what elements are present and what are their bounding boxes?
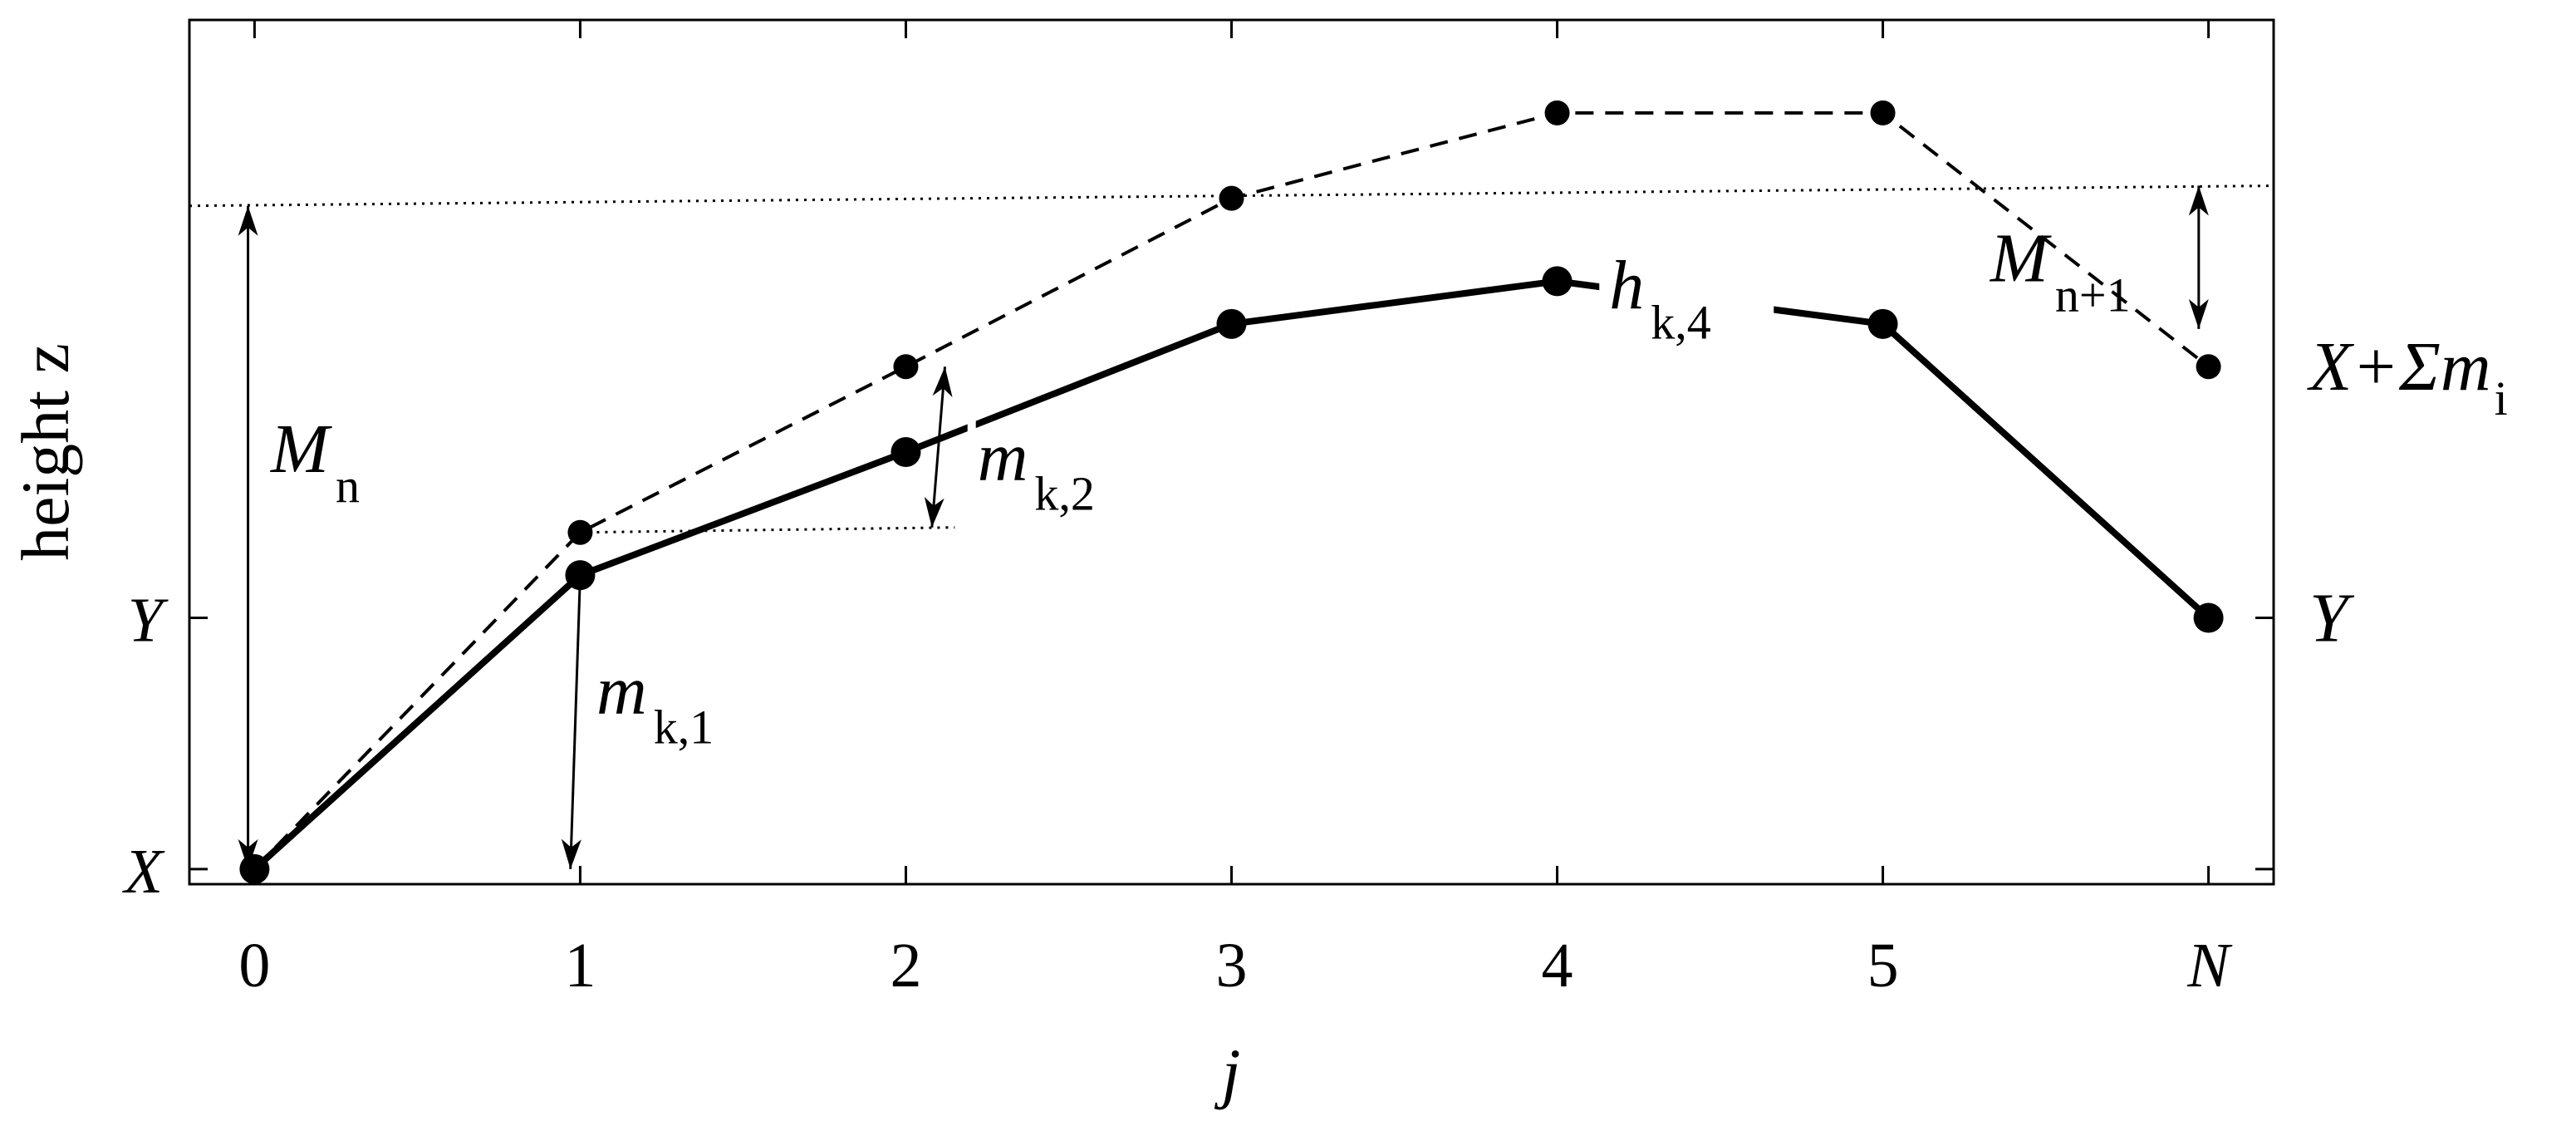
arrows-layer: [238, 185, 2209, 869]
y-axis-title: height z: [7, 343, 83, 561]
arrow-m-k2-head-start: [932, 366, 953, 398]
x-tick-label-5: 5: [1867, 931, 1899, 1001]
y-tick-label-1: Y: [128, 586, 169, 656]
annotation-m_k2: m k,2: [978, 418, 1095, 520]
right-label-main-0: X+Σm: [2307, 328, 2491, 406]
point-solid-3: [1216, 308, 1247, 339]
x-tick-label-1: 1: [564, 931, 596, 1001]
point-dashed-1: [567, 519, 593, 545]
point-dashed-6: [2196, 354, 2221, 380]
x-tick-label-4: 4: [1542, 931, 1573, 1001]
series-line-solid: [252, 278, 2211, 872]
label-knockout-m_k2: [967, 413, 976, 505]
point-dashed-4: [1544, 100, 1570, 125]
arrow-m-k1-head-end: [561, 838, 581, 869]
point-dashed-2: [893, 354, 919, 380]
right-label-1: Y: [2309, 580, 2355, 657]
annotation-M_n-sub: n: [336, 459, 360, 513]
plot-frame: [188, 18, 2275, 886]
x-tick-label-6: N: [2186, 931, 2233, 1001]
arrow-m-k2-shaft: [930, 366, 947, 528]
x-tick-label-2: 2: [890, 931, 921, 1001]
point-solid-5: [1867, 308, 1898, 339]
ticks-layer: [189, 20, 2274, 884]
point-dashed-3: [1219, 185, 1244, 211]
data-points-layer: [239, 100, 2224, 884]
right-label-0: X+Σmi: [2307, 328, 2508, 425]
annotation-h_k4: h k,4: [1609, 248, 1711, 350]
annotation-h_k4-main: h: [1609, 248, 1644, 325]
annotation-m_k1-sub: k,1: [654, 700, 714, 754]
annotation-h_k4-sub: k,4: [1651, 296, 1711, 350]
x-tick-label-0: 0: [238, 931, 270, 1001]
right-label-sub-0: i: [2495, 371, 2508, 425]
point-solid-4: [1542, 266, 1573, 297]
series-line-dashed: [253, 111, 2210, 871]
reference-line-1: [580, 526, 955, 534]
annotation-m_k2-sub: k,2: [1034, 466, 1095, 520]
annotation-M_n1-main: M: [1990, 219, 2052, 297]
arrow-m-k2-head-end: [924, 496, 945, 528]
y-tick-label-0: X: [122, 837, 165, 907]
reference-line-0: [189, 184, 2274, 208]
arrow-M-n1-head-end: [2188, 298, 2209, 329]
annotation-M_n1-sub: n+1: [2055, 268, 2131, 322]
arrow-M-n-head-start: [238, 205, 258, 236]
point-solid-2: [891, 437, 921, 467]
point-dashed-5: [1870, 100, 1896, 125]
arrow-m-k1-shaft: [569, 575, 581, 869]
x-axis-title: j: [1214, 1035, 1241, 1110]
data-lines-layer: [189, 111, 2274, 872]
annotation-m_k1: m k,1: [596, 651, 714, 754]
x-tick-label-3: 3: [1216, 931, 1248, 1001]
y-axis-title-text: height z: [7, 343, 83, 561]
point-solid-6: [2193, 602, 2224, 633]
annotation-m_k2-main: m: [978, 418, 1028, 495]
annotation-m_k1-main: m: [596, 651, 647, 729]
right-label-main-1: Y: [2309, 580, 2355, 657]
arrow-M-n-head-end: [238, 838, 258, 869]
point-solid-1: [565, 560, 596, 591]
label-knockout-h_k4: [1599, 242, 1774, 334]
arrow-M-n1-head-start: [2188, 185, 2209, 216]
annotation-M_n-main: M: [270, 411, 332, 488]
